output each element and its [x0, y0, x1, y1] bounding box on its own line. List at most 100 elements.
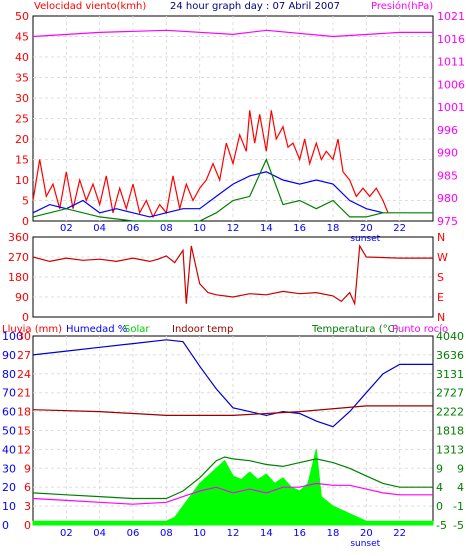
dir-tick-label: 360	[8, 231, 29, 244]
temp-tick-label: 40	[436, 330, 450, 343]
wind-x-tick-label: 06	[127, 223, 140, 234]
rain-tick-label: 12	[17, 443, 31, 456]
humidity-tick-label: 100	[2, 330, 23, 343]
wind-x-tick-label: 18	[327, 223, 340, 234]
humidity-tick-label: 10	[2, 500, 16, 513]
temp-tick-label-right: 27	[450, 387, 464, 400]
wind-x-tick-label: 04	[93, 223, 106, 234]
humidity-tick-label: 60	[2, 406, 16, 419]
humidity-tick-label: 80	[2, 368, 16, 381]
pressure-tick-label: 1006	[437, 78, 465, 91]
temp-tick-label: 27	[436, 387, 450, 400]
temp-tick-label: 9	[436, 462, 443, 475]
temp-tick-label-right: 4	[457, 481, 464, 494]
humidity-tick-label: 90	[2, 349, 16, 362]
dir-tick-label: 180	[8, 271, 29, 284]
temp-tick-label: 0	[436, 500, 443, 513]
temperature-label: Temperatura (°C)	[311, 324, 399, 335]
solar-label: Solar	[124, 324, 150, 335]
temp-tick-label: 31	[436, 368, 450, 381]
wind-x-tick-label: 08	[160, 223, 173, 234]
temp-tick-label-right: 40	[450, 330, 464, 343]
climate-series-line	[32, 456, 433, 500]
wind-x-tick-label: 20	[360, 223, 373, 234]
wind-speed-label: Velocidad viento(kmh)	[34, 1, 146, 12]
rain-tick-label: 0	[24, 519, 31, 532]
wind-x-tick-label: 10	[193, 223, 206, 234]
dir-tick-label: 0	[22, 311, 29, 324]
wind-series-line	[32, 29, 433, 38]
rain-label: Lluvia (mm)	[2, 324, 62, 335]
pressure-tick-label: 985	[437, 169, 458, 182]
compass-label: N	[437, 231, 445, 244]
wind-plot: 0 5 10 15 20 25 30 35 40 45 50 975 980 985 990 996 1001 1…	[15, 10, 465, 244]
rain-tick-label: 3	[24, 500, 31, 513]
wind-tick-label: 50	[15, 10, 29, 23]
wind-x-tick-label: 02	[60, 223, 73, 234]
dir-tick-label: 270	[8, 251, 29, 264]
wind-tick-label: 35	[15, 72, 29, 85]
humidity-tick-label: 0	[2, 519, 9, 532]
pressure-tick-label: 990	[437, 147, 458, 160]
rain-tick-label: 9	[24, 462, 31, 475]
temp-tick-label: 13	[436, 443, 450, 456]
wind-tick-label: 30	[15, 92, 29, 105]
rain-x-tick-label: 18	[327, 528, 340, 539]
rain-tick-label: 27	[17, 349, 31, 362]
wind-tick-label: 40	[15, 51, 29, 64]
wind-series-line	[32, 171, 384, 218]
wind-series-line	[32, 157, 433, 222]
rain-x-tick-label: 08	[160, 528, 173, 539]
temp-tick-label-right: 31	[450, 368, 464, 381]
humidity-label: Humedad %	[66, 324, 127, 335]
pressure-tick-label: 975	[437, 215, 458, 228]
wind-tick-label: 10	[15, 174, 29, 187]
wind-tick-label: 20	[15, 133, 29, 146]
rain-tick-label: 30	[17, 330, 31, 343]
rain-tick-label: 15	[17, 425, 31, 438]
temp-tick-label-right: 18	[450, 425, 464, 438]
compass-label: N	[437, 311, 445, 324]
rain-x-tick-label: 16	[293, 528, 306, 539]
compass-label: E	[437, 291, 444, 304]
humidity-tick-label: 20	[2, 481, 16, 494]
wind-tick-label: 45	[15, 31, 29, 44]
rain-x-tick-label: 14	[260, 528, 273, 539]
sunset-annotation: sunset	[350, 234, 380, 244]
direction-line	[32, 243, 433, 307]
temp-tick-label-right: 36	[450, 349, 464, 362]
pressure-label: Presión(hPa)	[371, 0, 433, 12]
compass-label: W	[437, 251, 448, 264]
temp-tick-label: 36	[436, 349, 450, 362]
wind-tick-label: 0	[22, 215, 29, 228]
temp-tick-label-right: -1	[453, 500, 464, 513]
rain-x-tick-label: 02	[60, 528, 73, 539]
rain-x-tick-label: 22	[393, 528, 406, 539]
humidity-tick-label: 30	[2, 462, 16, 475]
wind-tick-label: 25	[15, 113, 29, 126]
humidity-tick-label: 70	[2, 387, 16, 400]
humidity-tick-label: 40	[2, 443, 16, 456]
temp-tick-label: 22	[436, 406, 450, 419]
rain-x-tick-label: 10	[193, 528, 206, 539]
dewpoint-label: Punto rocío	[392, 323, 448, 335]
rain-tick-label: 18	[17, 406, 31, 419]
sunset-annotation-bottom: sunset	[350, 539, 380, 549]
rain-x-tick-label: 04	[93, 528, 106, 539]
humidity-tick-label: 50	[2, 425, 16, 438]
temp-tick-label-right: 13	[450, 443, 464, 456]
compass-label: S	[437, 271, 444, 284]
rain-tick-label: 24	[17, 368, 31, 381]
temp-tick-label: 4	[436, 481, 443, 494]
temp-tick-label-right: 22	[450, 406, 464, 419]
chart-title: 24 hour graph day : 07 Abril 2007	[170, 1, 340, 12]
rain-x-tick-label: 06	[127, 528, 140, 539]
temp-tick-label: 18	[436, 425, 450, 438]
solar-area	[32, 449, 434, 526]
pressure-tick-label: 996	[437, 124, 458, 137]
dir-tick-label: 90	[15, 291, 29, 304]
